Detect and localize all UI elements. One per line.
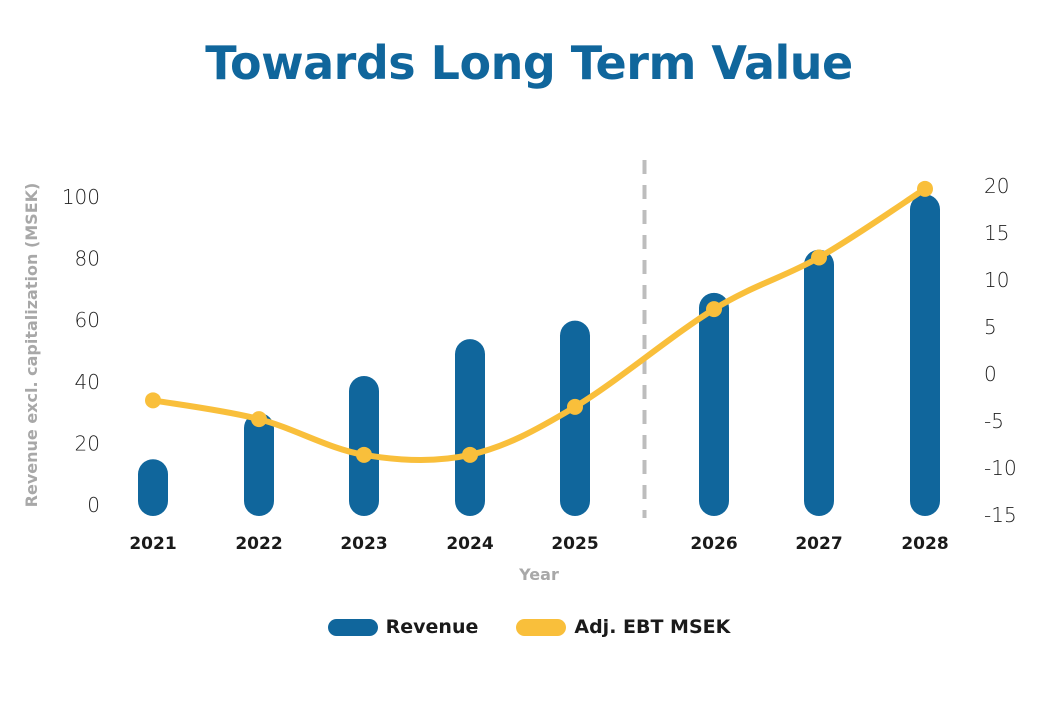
left-tick-label: 40 <box>75 370 100 394</box>
legend-item-ebt[interactable]: Adj. EBT MSEK <box>516 616 730 638</box>
right-tick-label: 0 <box>984 362 997 386</box>
legend-label-revenue: Revenue <box>385 616 479 638</box>
ebt-point <box>462 446 478 463</box>
ebt-point <box>811 249 827 266</box>
legend-item-revenue[interactable]: Revenue <box>327 616 479 638</box>
ebt-points <box>145 180 933 463</box>
left-tick-label: 60 <box>75 308 100 332</box>
x-tick-label: 2022 <box>235 534 282 554</box>
legend-label-ebt: Adj. EBT MSEK <box>574 616 731 638</box>
right-axis-ticks: -15 -10 -5 0 5 10 15 20 <box>984 174 1017 527</box>
right-tick-label: 10 <box>984 268 1009 292</box>
y-axis-label: Revenue excl. capitalization (MSEK) <box>22 183 41 508</box>
x-tick-label: 2023 <box>340 534 387 554</box>
ebt-line <box>150 185 928 464</box>
legend: Revenue Adj. EBT MSEK <box>0 616 1058 638</box>
x-axis-ticks: 2021 2022 2023 2024 2025 2026 2027 2028 <box>129 534 948 554</box>
ebt-point <box>356 446 372 463</box>
left-tick-label: 100 <box>62 185 100 209</box>
x-tick-label: 2024 <box>446 534 493 554</box>
left-tick-label: 80 <box>75 247 100 271</box>
revenue-swatch <box>327 618 378 636</box>
ebt-swatch <box>516 618 567 636</box>
left-tick-label: 0 <box>87 493 100 517</box>
chart-title: Towards Long Term Value <box>205 36 853 90</box>
x-axis-label: Year <box>518 565 559 584</box>
x-tick-label: 2025 <box>551 534 598 554</box>
x-tick-label: 2028 <box>901 534 948 554</box>
x-tick-label: 2021 <box>129 534 176 554</box>
x-tick-label: 2026 <box>690 534 737 554</box>
right-tick-label: -10 <box>984 456 1017 480</box>
ebt-point <box>917 180 933 197</box>
right-tick-label: 20 <box>984 174 1009 198</box>
right-tick-label: -15 <box>984 503 1017 527</box>
left-axis-ticks: 0 20 40 60 80 100 <box>62 185 100 517</box>
right-tick-label: -5 <box>984 409 1004 433</box>
ebt-point <box>567 398 583 415</box>
revenue-bars <box>138 194 940 516</box>
right-tick-label: 15 <box>984 221 1009 245</box>
ebt-point <box>251 411 267 428</box>
left-tick-label: 20 <box>75 431 100 455</box>
ebt-point <box>145 392 161 409</box>
right-tick-label: 5 <box>984 315 997 339</box>
x-tick-label: 2027 <box>795 534 842 554</box>
ebt-point <box>706 301 722 318</box>
